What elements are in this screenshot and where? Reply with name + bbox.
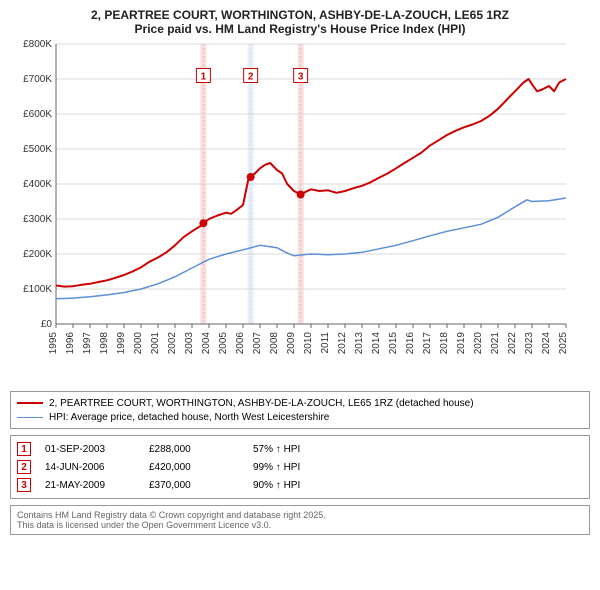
transaction-row: 2 14-JUN-2006 £420,000 99% ↑ HPI (17, 458, 583, 476)
svg-text:£0: £0 (41, 319, 53, 330)
svg-text:2022: 2022 (507, 332, 518, 355)
svg-text:£200K: £200K (23, 249, 52, 260)
svg-text:£600K: £600K (23, 109, 52, 120)
legend-row: HPI: Average price, detached house, Nort… (17, 410, 583, 424)
svg-text:2007: 2007 (252, 332, 263, 355)
legend-box: 2, PEARTREE COURT, WORTHINGTON, ASHBY-DE… (10, 391, 590, 429)
transaction-pct: 99% ↑ HPI (253, 462, 300, 473)
svg-text:3: 3 (298, 72, 304, 83)
chart-container: 2, PEARTREE COURT, WORTHINGTON, ASHBY-DE… (0, 0, 600, 543)
svg-text:2016: 2016 (405, 332, 416, 355)
transaction-date: 21-MAY-2009 (45, 480, 135, 491)
transaction-marker: 2 (17, 460, 31, 474)
svg-text:2012: 2012 (337, 332, 348, 355)
svg-text:2020: 2020 (473, 332, 484, 355)
chart-title: 2, PEARTREE COURT, WORTHINGTON, ASHBY-DE… (10, 8, 590, 22)
transaction-price: £420,000 (149, 462, 239, 473)
svg-text:£700K: £700K (23, 74, 52, 85)
footer-line: Contains HM Land Registry data © Crown c… (17, 510, 583, 520)
svg-text:2025: 2025 (558, 332, 569, 355)
transaction-price: £288,000 (149, 444, 239, 455)
footer-line: This data is licensed under the Open Gov… (17, 520, 583, 530)
svg-text:2018: 2018 (439, 332, 450, 355)
transaction-row: 1 01-SEP-2003 £288,000 57% ↑ HPI (17, 440, 583, 458)
legend-row: 2, PEARTREE COURT, WORTHINGTON, ASHBY-DE… (17, 396, 583, 410)
transaction-marker: 1 (17, 442, 31, 456)
svg-text:1: 1 (201, 72, 207, 83)
legend-swatch (17, 402, 43, 404)
svg-text:2017: 2017 (422, 332, 433, 355)
svg-text:£300K: £300K (23, 214, 52, 225)
transaction-price: £370,000 (149, 480, 239, 491)
svg-text:1995: 1995 (48, 332, 59, 355)
svg-text:2011: 2011 (320, 332, 331, 354)
svg-text:2010: 2010 (303, 332, 314, 355)
svg-text:2002: 2002 (167, 332, 178, 355)
svg-text:1999: 1999 (116, 332, 127, 355)
chart-subtitle: Price paid vs. HM Land Registry's House … (10, 22, 590, 36)
svg-text:2015: 2015 (388, 332, 399, 355)
svg-text:£500K: £500K (23, 144, 52, 155)
transaction-date: 01-SEP-2003 (45, 444, 135, 455)
line-chart-svg: £0 £100K £200K £300K £400K £500K £600K £700K £80… (10, 40, 570, 380)
svg-text:2003: 2003 (184, 332, 195, 355)
svg-text:2009: 2009 (286, 332, 297, 355)
svg-text:2008: 2008 (269, 332, 280, 355)
svg-text:2023: 2023 (524, 332, 535, 355)
svg-text:2000: 2000 (133, 332, 144, 355)
transaction-marker: 3 (17, 478, 31, 492)
svg-text:2014: 2014 (371, 332, 382, 355)
footer-attribution: Contains HM Land Registry data © Crown c… (10, 505, 590, 535)
svg-text:1996: 1996 (65, 332, 76, 355)
svg-text:£400K: £400K (23, 179, 52, 190)
svg-text:2024: 2024 (541, 332, 552, 355)
svg-text:1998: 1998 (99, 332, 110, 355)
legend-label: HPI: Average price, detached house, Nort… (49, 412, 329, 423)
transaction-date: 14-JUN-2006 (45, 462, 135, 473)
svg-text:1997: 1997 (82, 332, 93, 355)
svg-text:2006: 2006 (235, 332, 246, 355)
svg-text:2001: 2001 (150, 332, 161, 355)
chart-plot-area: £0 £100K £200K £300K £400K £500K £600K £700K £80… (10, 40, 590, 385)
transactions-table: 1 01-SEP-2003 £288,000 57% ↑ HPI 2 14-JUN-200… (10, 435, 590, 499)
legend-label: 2, PEARTREE COURT, WORTHINGTON, ASHBY-DE… (49, 398, 474, 409)
svg-text:£100K: £100K (23, 284, 52, 295)
svg-text:2021: 2021 (490, 332, 501, 355)
legend-swatch (17, 417, 43, 418)
svg-text:2005: 2005 (218, 332, 229, 355)
transaction-pct: 57% ↑ HPI (253, 444, 300, 455)
transaction-row: 3 21-MAY-2009 £370,000 90% ↑ HPI (17, 476, 583, 494)
svg-text:£800K: £800K (23, 40, 52, 50)
svg-text:2004: 2004 (201, 332, 212, 355)
svg-text:2013: 2013 (354, 332, 365, 355)
svg-text:2019: 2019 (456, 332, 467, 355)
svg-text:2: 2 (248, 72, 254, 83)
transaction-pct: 90% ↑ HPI (253, 480, 300, 491)
